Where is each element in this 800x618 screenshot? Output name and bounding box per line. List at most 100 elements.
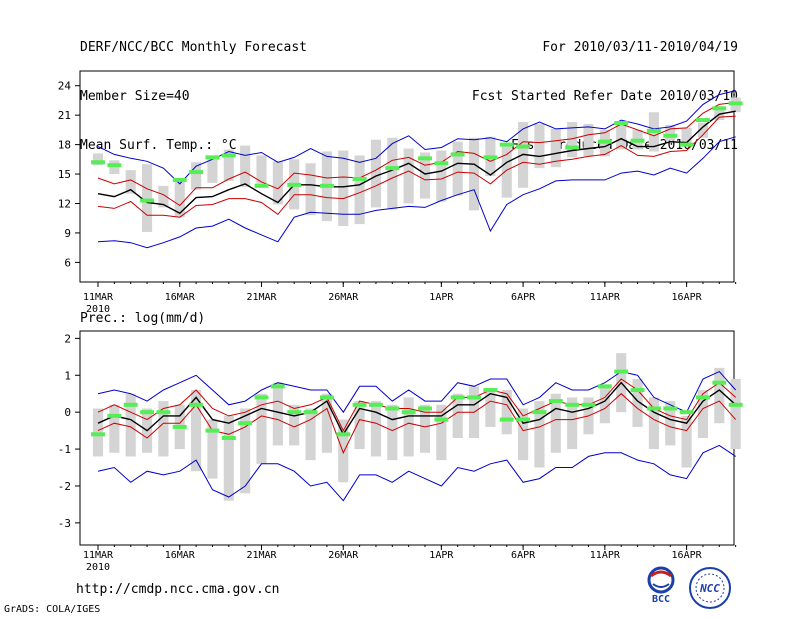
ensemble-box	[436, 404, 447, 461]
ensemble-box	[240, 145, 251, 187]
x-tick-label: 16APR	[672, 292, 703, 303]
observed-marker	[663, 406, 678, 411]
forecast-period: For 2010/03/11-2010/04/19	[542, 40, 738, 55]
ensemble-box	[452, 393, 463, 438]
member-size: Member Size=40	[80, 89, 190, 104]
x-tick-label: 1APR	[429, 550, 454, 561]
observed-marker	[679, 142, 694, 147]
observed-marker	[189, 402, 204, 407]
observed-marker	[712, 106, 727, 111]
bcc-logo-text: BCC	[652, 594, 670, 605]
y-tick-label: 21	[58, 109, 71, 122]
ensemble-box	[567, 397, 578, 450]
chart-panel-1: 6 9 12 15 18 21 24 11MAR 16MAR 21MAR 26MAR 1APR 6APR…	[58, 70, 743, 315]
observed-marker	[107, 413, 122, 418]
y-tick-label: 1	[64, 369, 71, 382]
observed-marker	[385, 166, 400, 171]
observed-marker	[254, 395, 269, 400]
plot-frame	[79, 70, 735, 283]
ensemble-box	[240, 408, 251, 494]
ensemble-box	[370, 401, 382, 457]
ensemble-box	[191, 162, 202, 190]
ensemble-box	[518, 408, 529, 461]
x-tick-label: 11MAR	[83, 550, 114, 561]
x-tick-label: 16APR	[672, 550, 703, 561]
observed-marker	[532, 410, 547, 415]
observed-marker	[630, 138, 645, 143]
observed-marker	[646, 128, 661, 133]
x-tick-label: 6APR	[511, 292, 536, 303]
observed-marker	[336, 432, 351, 437]
ensemble-box	[223, 149, 234, 181]
observed-marker	[172, 177, 187, 182]
ensemble-box	[92, 153, 104, 166]
ensemble-box	[289, 404, 300, 446]
observed-marker	[303, 410, 318, 415]
ensemble-box	[321, 393, 332, 453]
ensemble-box	[370, 139, 382, 208]
x-tick-label: 6APR	[511, 550, 536, 561]
series-mean-line	[97, 110, 736, 215]
y-tick-label: 9	[64, 227, 71, 240]
series-upper-line	[97, 378, 737, 432]
observed-marker	[516, 417, 531, 422]
forecast-title: DERF/NCC/BCC Monthly Forecast	[80, 40, 307, 55]
ensemble-box	[599, 386, 610, 424]
ensemble-box	[207, 159, 218, 183]
ensemble-box	[387, 137, 398, 210]
ensemble-box	[730, 378, 741, 450]
observed-marker	[614, 121, 629, 126]
ensemble-box	[125, 393, 136, 457]
observed-marker	[238, 421, 253, 426]
observed-marker	[646, 406, 661, 411]
observed-marker	[418, 406, 432, 411]
y-tick-label: 0	[64, 406, 71, 419]
ensemble-box	[223, 415, 234, 501]
observed-marker	[107, 163, 122, 168]
observed-marker	[728, 101, 743, 106]
ensemble-box	[714, 367, 725, 424]
ensemble-box	[501, 146, 512, 198]
ensemble-box	[141, 164, 153, 232]
y-tick-label: 15	[58, 168, 71, 181]
observed-marker	[597, 139, 612, 144]
series-min-line	[97, 444, 736, 502]
observed-marker	[499, 142, 514, 147]
observed-marker	[287, 410, 302, 415]
y-tick-label: -1	[58, 443, 71, 456]
observed-marker	[614, 369, 629, 374]
x-tick-label: 16MAR	[165, 550, 196, 561]
observed-marker	[418, 156, 432, 161]
x-tick-label: 21MAR	[246, 550, 277, 561]
ensemble-box	[681, 127, 692, 144]
observed-marker	[319, 183, 334, 188]
x-tick-label: 26MAR	[328, 292, 359, 303]
observed-marker	[287, 182, 302, 187]
observed-marker	[597, 384, 612, 389]
observed-marker	[450, 152, 465, 157]
source-url[interactable]: http://cmdp.ncc.cma.gov.cn	[76, 582, 280, 597]
ensemble-box	[387, 404, 398, 461]
observed-marker	[401, 410, 416, 415]
observed-marker	[499, 417, 514, 422]
ensemble-box	[550, 128, 561, 168]
ensemble-box	[697, 123, 709, 138]
ensemble-box	[191, 390, 202, 472]
observed-marker	[319, 395, 334, 400]
ensemble-box	[485, 390, 496, 427]
observed-marker	[581, 402, 596, 407]
observed-marker	[679, 410, 694, 415]
ensemble-box	[648, 397, 659, 450]
x-tick-label: 26MAR	[328, 550, 359, 561]
ensemble-box	[665, 124, 676, 141]
x-year-label: 2010	[86, 562, 110, 573]
observed-marker	[630, 388, 645, 393]
ensemble-box	[681, 415, 692, 468]
ensemble-box	[256, 155, 267, 184]
observed-marker	[205, 155, 220, 160]
ensemble-box	[436, 150, 447, 202]
observed-marker	[172, 424, 187, 429]
x-tick-label: 11APR	[590, 550, 621, 561]
observed-marker	[385, 406, 400, 411]
